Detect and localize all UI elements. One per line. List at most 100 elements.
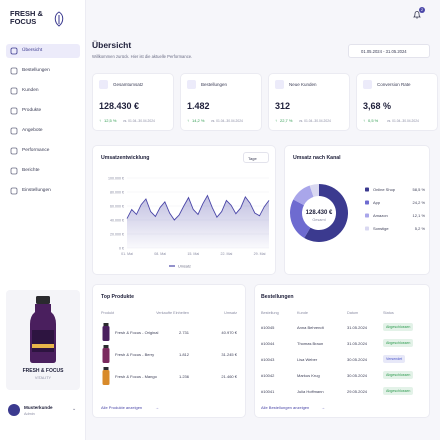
kpi-change: 14,2 % [192,118,205,123]
graphic [10,187,18,195]
graphic [10,67,18,75]
nav-item[interactable]: Produkte [6,104,80,118]
logo [54,11,64,27]
nav-item[interactable]: Angebote [6,124,80,138]
kpi-value: 128.430 € [99,101,140,111]
table-cell: Julia Hoffmann [297,389,324,394]
graphic [10,47,18,55]
table-cell: 31.05.2024 [347,341,368,346]
orders-card: Bestellungen Bestellung Kunde Datum Status #1… [254,284,430,418]
legend-label: Online Shop [373,187,396,192]
kpi-arrow: ↑ [275,118,277,123]
product-image [103,367,109,370]
kpi-value: 312 [275,101,291,111]
x-tick-label: 08. Mai [154,252,166,256]
line [126,194,270,221]
nav-item[interactable]: Performance [6,144,80,158]
nav-item[interactable]: Berichte [6,164,80,178]
graphic [102,345,110,363]
kpi-comparison: vs. 01.04.-30.04.2024 [299,118,331,123]
kpi-change: 0,5 % [368,118,379,123]
y-tick-label: 80.000 € [110,190,124,194]
legend-swatch [365,187,369,192]
kpi-value: 3,68 % [363,101,392,111]
date-range[interactable]: 01.05.2024 - 31.05.2024 [348,44,430,58]
link[interactable]: Alle Produkte anzeigen [101,405,143,410]
legend-value: 58,5 % [413,187,426,192]
nav-item[interactable]: Übersicht [6,44,80,58]
table-cell: Anna Behrendt [297,325,324,330]
donut-segment [290,199,311,238]
date-range-text: 01.05.2024 - 31.05.2024 [361,49,407,54]
legend-swatch [365,213,369,218]
y-tick-label: 0 € [119,246,124,250]
kpi-change: 12,5 % [104,118,117,123]
x-tick-label: 29. Mai [254,252,266,256]
nav-icon [10,187,18,195]
x-tick-label: 22. Mai [221,252,233,256]
kpi-card: Bestellungen 1.482 ↑ 14,2 % vs. 01.04.-30.04… [180,73,262,131]
table-cell: Fresh & Focus - Mango [115,374,157,379]
legend-value: 5,2 % [415,226,426,231]
graphic [54,11,64,27]
notification-badge[interactable]: 2 [419,7,425,13]
kpi-card: Neue Kunden 312 ↑ 22,7 % vs. 01.04.-30.04.20… [268,73,350,131]
nav-icon [10,47,18,55]
range-select[interactable]: Tage [243,152,269,163]
product-image [102,348,110,363]
kpi-comparison: vs. 01.04.-30.04.2024 [387,118,419,123]
column-header: Bestellung [261,311,279,315]
link-arrow: → [321,405,325,410]
graphic: Online Shop 58,5 % App 24,2 % Amazon 12,1 % So… [290,184,426,242]
chart-title: Umsatzentwicklung [101,155,150,161]
legend-value: 24,2 % [413,200,426,205]
y-tick-label: 40.000 € [110,218,124,222]
nav-item[interactable]: Kunden [6,84,80,98]
table-cell: Markus Krug [297,373,320,378]
table-cell: 21.460 € [221,374,237,379]
table-cell: 2.731 [178,330,189,335]
product-image [103,345,109,348]
legend-swatch [365,200,369,205]
y-tick-label: 100.000 € [108,176,124,180]
table-cell: 31.05.2024 [347,325,368,330]
graphic [30,296,56,363]
table-cell: #10042 [261,373,275,378]
nav-label: Berichte [22,168,40,173]
table-cell: 1.236 [178,374,189,379]
status-badge: Abgeschlossen [383,323,414,331]
table-cell: 31.245 € [221,352,237,357]
status-badge: Abgeschlossen [383,339,414,347]
nav-item[interactable]: Bestellungen [6,64,80,78]
legend-swatch [365,226,369,231]
column-header: Produkt [101,311,115,315]
graphic: 0 € 20.000 € 40.000 € 60.000 € 80.000 € 100.0… [108,176,270,268]
legend-label: Sonstige [373,226,389,231]
table-cell: #10043 [261,357,275,362]
kpi-card: Conversion Rate 3,68 % ↑ 0,5 % vs. 01.04.-30… [356,73,438,131]
status-badge: Abgeschlossen [383,387,414,395]
legend-label: Amazon [373,213,388,218]
kpi-icon [187,80,196,89]
nav-item[interactable]: Einstellungen [6,184,80,198]
table-cell: Fresh & Focus - Berry [115,352,155,357]
legend-label: Umsatz [178,264,191,268]
graphic [102,367,110,385]
graphic [10,147,18,155]
y-tick-label: 20.000 € [110,232,124,236]
kpi-card: Gesamtumsatz 128.430 € ↑ 12,5 % vs. 01.04.-3… [92,73,174,131]
graphic [413,11,421,19]
link-arrow: → [155,405,159,410]
kpi-arrow: ↑ [363,118,365,123]
graphic [10,167,18,175]
card-title: Top Produkte [101,294,135,300]
table-cell: Lisa Weber [297,357,318,362]
nav-icon [10,147,18,155]
user-menu[interactable]: ⌄ [72,406,77,412]
nav-icon [10,127,18,135]
nav-label: Angebote [22,128,43,133]
chart-title: Umsatz nach Kanal [293,155,341,161]
link[interactable]: Alle Bestellungen anzeigen [261,405,310,410]
donut-segment [309,184,319,197]
